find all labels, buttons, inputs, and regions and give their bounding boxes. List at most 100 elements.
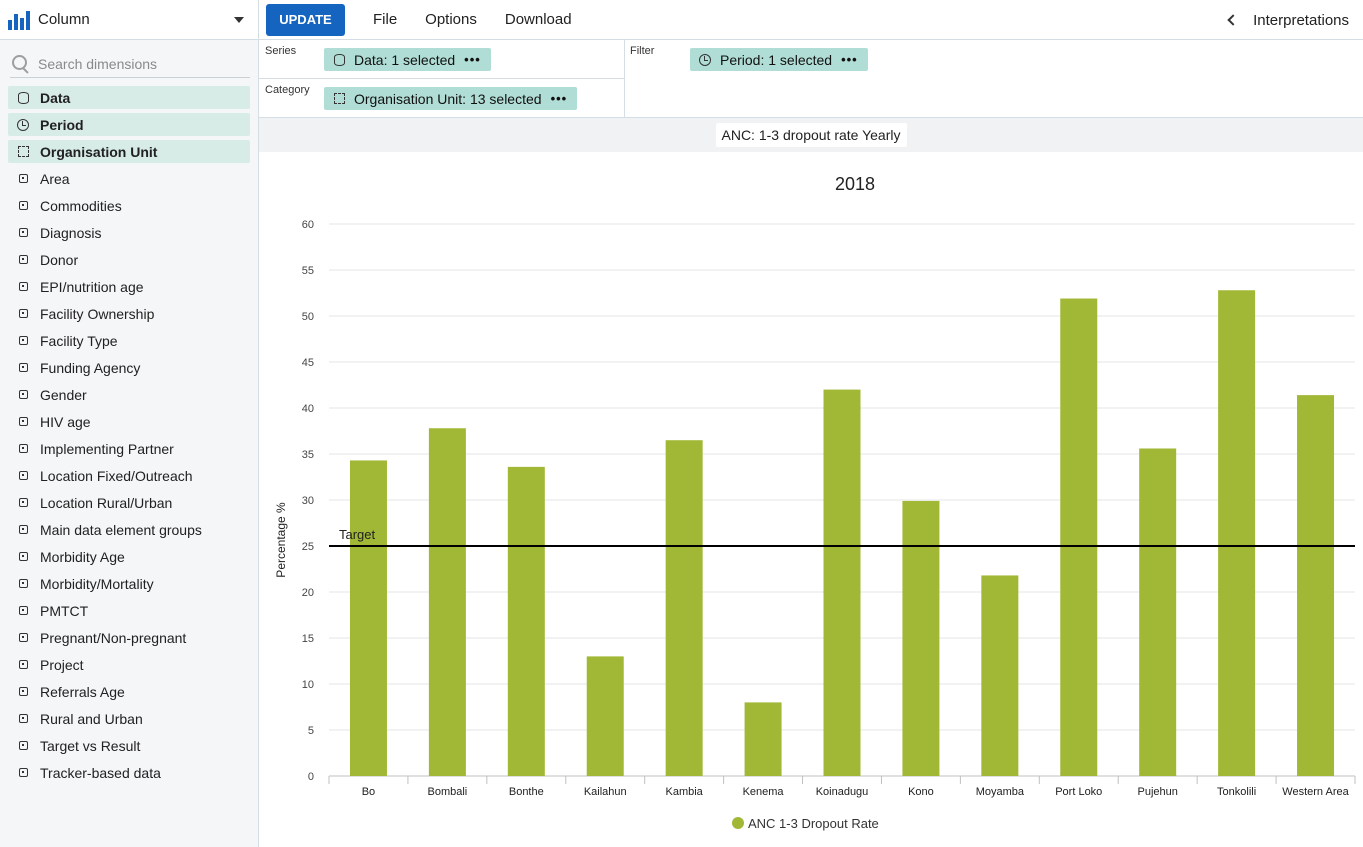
x-tick-label: Tonkolili [1217,786,1256,798]
category-axis[interactable]: Category Organisation Unit: 13 selected … [259,79,625,118]
y-tick-label: 50 [302,311,314,323]
x-tick-label: Koinadugu [816,786,869,798]
y-tick-label: 55 [302,265,314,277]
search-input[interactable] [38,55,238,72]
dimension-label: Commodities [40,197,122,214]
dimension-item[interactable]: Tracker-based data [8,761,250,784]
y-tick-label: 20 [302,587,314,599]
dimension-item[interactable]: Donor [8,248,250,271]
chart-area: ANC: 1-3 dropout rate Yearly 2018 0 5 10 15 2… [259,118,1363,847]
x-tick-label: Kenema [743,786,785,798]
dimension-item[interactable]: Commodities [8,194,250,217]
dimension-item[interactable]: HIV age [8,410,250,433]
more-options-icon[interactable]: ••• [550,91,568,106]
y-tick-label: 35 [302,449,314,461]
interpretations-label: Interpretations [1253,11,1349,29]
cube-icon [16,415,30,429]
x-tick-label: Pujehun [1138,786,1178,798]
org-unit-chip[interactable]: Organisation Unit: 13 selected ••• [324,87,578,110]
dimension-label: Organisation Unit [40,143,158,160]
bar [1060,298,1098,776]
dimension-item[interactable]: Area [8,167,250,190]
clock-icon [698,53,712,67]
dimension-item[interactable]: Location Rural/Urban [8,491,250,514]
dimension-item[interactable]: Morbidity Age [8,545,250,568]
dimension-item[interactable]: Referrals Age [8,680,250,703]
cube-icon [16,604,30,618]
bar [428,428,466,776]
bar [981,575,1019,776]
cube-icon [16,172,30,186]
dimension-item[interactable]: Implementing Partner [8,437,250,460]
bar [823,389,861,776]
visualization-type-selector[interactable]: Column [0,0,258,40]
period-chip-label: Period: 1 selected [720,51,833,68]
dimension-label: Project [40,656,84,673]
dimension-item[interactable]: Diagnosis [8,221,250,244]
dimension-item[interactable]: Gender [8,383,250,406]
bar [1218,290,1256,776]
dimension-label: Morbidity/Mortality [40,575,154,592]
bar [744,702,782,776]
update-button[interactable]: UPDATE [266,3,345,36]
download-menu[interactable]: Download [504,11,572,28]
bar [665,440,703,776]
interpretations-toggle[interactable]: Interpretations [1227,0,1349,40]
filter-axis[interactable]: Filter Period: 1 selected ••• [625,40,1363,118]
data-chip[interactable]: Data: 1 selected ••• [324,48,491,71]
more-options-icon[interactable]: ••• [464,52,481,67]
x-tick-label: Bombali [428,786,468,798]
cube-icon [16,766,30,780]
dimension-item[interactable]: Data [8,86,250,109]
bar [902,500,940,776]
dimension-item[interactable]: Funding Agency [8,356,250,379]
dimension-item[interactable]: Facility Ownership [8,302,250,325]
cube-icon [16,631,30,645]
y-tick-label: 10 [302,679,314,691]
cube-icon [16,361,30,375]
dimension-item[interactable]: Main data element groups [8,518,250,541]
cube-icon [16,658,30,672]
dimension-item[interactable]: Target vs Result [8,734,250,757]
y-tick-label: 0 [308,771,314,783]
options-menu[interactable]: Options [425,11,477,28]
more-options-icon[interactable]: ••• [841,52,858,67]
dimension-label: Main data element groups [40,521,202,538]
dimension-item[interactable]: Rural and Urban [8,707,250,730]
dimension-label: Implementing Partner [40,440,174,457]
y-tick-label: 60 [302,219,314,231]
dimension-label: Location Fixed/Outreach [40,467,193,484]
dimension-label: Morbidity Age [40,548,125,565]
dimension-item[interactable]: Pregnant/Non-pregnant [8,626,250,649]
dimension-item[interactable]: Facility Type [8,329,250,352]
dimension-label: Location Rural/Urban [40,494,173,511]
dimension-item[interactable]: Period [8,113,250,136]
dimension-item[interactable]: EPI/nutrition age [8,275,250,298]
y-tick-label: 45 [302,357,314,369]
period-chip[interactable]: Period: 1 selected ••• [690,48,868,71]
cube-icon [16,685,30,699]
dimension-label: PMTCT [40,602,89,619]
cube-icon [16,307,30,321]
dimension-label: EPI/nutrition age [40,278,144,295]
x-tick-label: Bonthe [509,786,544,798]
dimension-label: Area [40,170,70,187]
visualization-title-bar: ANC: 1-3 dropout rate Yearly [259,118,1363,152]
dimension-item[interactable]: Project [8,653,250,676]
cube-icon [16,226,30,240]
x-tick-label: Port Loko [1055,786,1102,798]
x-tick-label: Kailahun [584,786,627,798]
dimension-item[interactable]: PMTCT [8,599,250,622]
series-axis[interactable]: Series Data: 1 selected ••• [259,40,625,79]
dimension-item[interactable]: Morbidity/Mortality [8,572,250,595]
file-menu[interactable]: File [373,11,398,28]
dimension-item[interactable]: Organisation Unit [8,140,250,163]
dimension-label: Diagnosis [40,224,102,241]
legend-label: ANC 1-3 Dropout Rate [748,816,879,831]
database-icon [332,53,346,67]
data-chip-label: Data: 1 selected [354,51,456,68]
dimension-item[interactable]: Location Fixed/Outreach [8,464,250,487]
chevron-down-icon[interactable] [234,16,244,23]
cube-icon [16,523,30,537]
